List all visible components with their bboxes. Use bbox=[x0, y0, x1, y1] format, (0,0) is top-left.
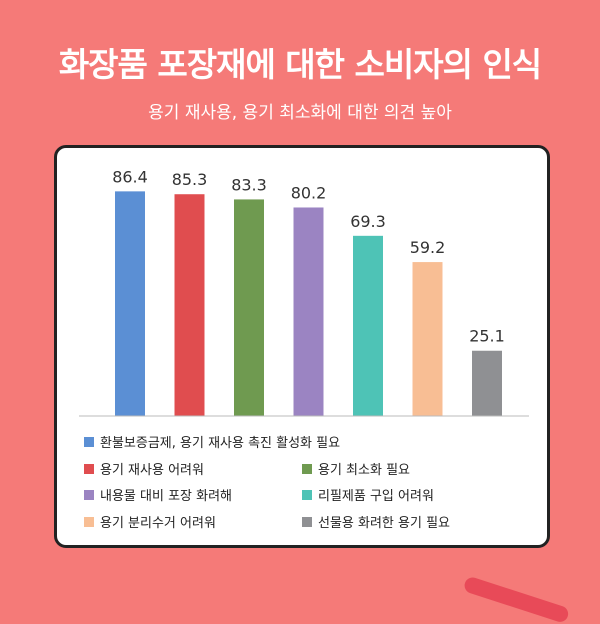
chart-subtitle: 용기 재사용, 용기 최소화에 대한 의견 높아 bbox=[148, 103, 452, 123]
bar-value-label-7: 25.1 bbox=[469, 327, 505, 346]
bar-value-label-6: 59.2 bbox=[410, 238, 446, 257]
legend-item-2: 용기 재사용 어려워 bbox=[84, 459, 204, 478]
bar-1 bbox=[115, 191, 145, 416]
legend-label: 내용물 대비 포장 화려해 bbox=[100, 489, 232, 504]
legend-item-7: 선물용 화려한 용기 필요 bbox=[302, 512, 450, 531]
bar-7 bbox=[472, 350, 502, 416]
legend-item-6: 용기 분리수거 어려워 bbox=[84, 512, 216, 531]
legend-label: 용기 재사용 어려워 bbox=[100, 463, 204, 478]
bar-5 bbox=[353, 235, 383, 416]
legend-item-3: 용기 최소화 필요 bbox=[302, 459, 410, 478]
legend-swatch bbox=[302, 489, 312, 500]
legend-swatch bbox=[84, 463, 94, 474]
legend-label: 용기 최소화 필요 bbox=[318, 463, 410, 478]
legend-swatch bbox=[84, 516, 94, 527]
bar-value-label-2: 85.3 bbox=[172, 170, 208, 189]
bar-4 bbox=[293, 207, 324, 416]
bar-value-label-5: 69.3 bbox=[350, 212, 386, 231]
legend-swatch bbox=[302, 463, 312, 474]
legend-label: 리필제품 구입 어려워 bbox=[318, 489, 434, 504]
legend-label: 환불보증금제, 용기 재사용 촉진 활성화 필요 bbox=[100, 436, 341, 451]
bar-value-label-1: 86.4 bbox=[112, 167, 148, 186]
legend-item-5: 리필제품 구입 어려워 bbox=[302, 485, 434, 504]
bar-6 bbox=[412, 262, 443, 416]
bar-plot: 86.4 85.3 83.3 80.2 69.3 59.2 25.1 bbox=[79, 167, 529, 417]
chart-title: 화장품 포장재에 대한 소비자의 인식 bbox=[58, 45, 542, 84]
legend-swatch bbox=[84, 489, 94, 500]
chart-card: 86.4 85.3 83.3 80.2 69.3 59.2 25.1 bbox=[54, 145, 550, 548]
legend-item-4: 내용물 대비 포장 화려해 bbox=[84, 485, 232, 504]
legend-swatch bbox=[84, 436, 94, 447]
bar-2 bbox=[174, 194, 205, 416]
legend-label: 용기 분리수거 어려워 bbox=[100, 516, 216, 531]
legend-swatch bbox=[302, 516, 312, 527]
legend-label: 선물용 화려한 용기 필요 bbox=[318, 516, 450, 531]
bar-value-label-4: 80.2 bbox=[291, 183, 327, 202]
bar-value-label-3: 83.3 bbox=[231, 175, 267, 194]
bar-3 bbox=[234, 199, 264, 416]
legend-item-1: 환불보증금제, 용기 재사용 촉진 활성화 필요 bbox=[84, 432, 340, 451]
